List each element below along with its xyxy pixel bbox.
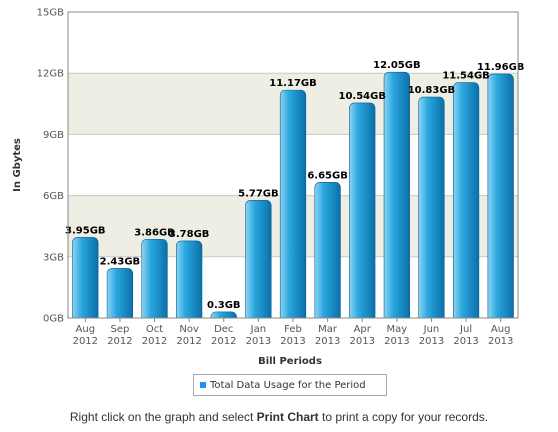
data-label: 12.05GB <box>373 60 420 71</box>
print-chart-link: Print Chart <box>256 410 319 424</box>
x-axis-title: Bill Periods <box>258 356 322 367</box>
bar <box>141 238 168 318</box>
x-tick-label-year: 2013 <box>488 336 513 347</box>
bar <box>452 82 480 318</box>
bar <box>72 237 99 318</box>
x-tick-label-month: Aug <box>491 324 511 335</box>
data-label: 0.3GB <box>207 300 241 311</box>
x-tick-label-year: 2013 <box>280 336 305 347</box>
bar <box>418 96 445 318</box>
x-tick-label-month: Mar <box>318 324 338 335</box>
data-label: 11.17GB <box>269 78 316 89</box>
data-label: 11.54GB <box>442 71 489 82</box>
x-tick-label-month: Oct <box>146 324 163 335</box>
bar <box>210 311 237 318</box>
x-tick-label-month: Feb <box>284 324 302 335</box>
data-label: 11.96GB <box>477 62 524 73</box>
footer-suffix: to print a copy for your records. <box>318 410 489 424</box>
x-tick-label-year: 2013 <box>453 336 478 347</box>
x-tick-label-year: 2012 <box>142 336 167 347</box>
print-instructions: Right click on the graph and select Prin… <box>0 410 558 424</box>
bar <box>487 73 514 318</box>
data-label: 3.78GB <box>169 229 210 240</box>
x-tick-label-year: 2013 <box>246 336 271 347</box>
x-tick-label-month: Dec <box>214 324 233 335</box>
x-tick-label-year: 2013 <box>350 336 375 347</box>
data-label: 10.83GB <box>408 85 455 96</box>
x-tick-label-year: 2013 <box>315 336 340 347</box>
y-tick-label: 0GB <box>43 314 64 325</box>
plot-frame <box>67 11 519 319</box>
y-tick-label: 3GB <box>43 252 64 263</box>
y-tick-label: 12GB <box>37 69 64 80</box>
data-label: 2.43GB <box>100 256 141 267</box>
y-tick-label: 15GB <box>37 8 64 19</box>
chart-legend: Total Data Usage for the Period <box>193 374 387 396</box>
bar <box>106 268 134 318</box>
x-tick-label-month: Jun <box>423 324 440 335</box>
footer-prefix: Right click on the graph and select <box>69 410 257 424</box>
data-label: 5.77GB <box>238 188 279 199</box>
x-tick-label-year: 2013 <box>384 336 409 347</box>
x-tick-label-year: 2012 <box>176 336 201 347</box>
x-tick-label-year: 2012 <box>211 336 236 347</box>
x-tick-label-year: 2013 <box>419 336 444 347</box>
data-label: 10.54GB <box>338 91 385 102</box>
bar <box>349 102 376 318</box>
x-tick-label-year: 2012 <box>73 336 98 347</box>
data-label: 6.65GB <box>307 170 348 181</box>
bar <box>383 71 410 318</box>
x-tick-label-month: Apr <box>354 324 372 335</box>
legend-label: Total Data Usage for the Period <box>210 379 366 391</box>
x-tick-label-month: Sep <box>110 324 129 335</box>
bar <box>245 199 272 318</box>
data-label: 3.95GB <box>65 225 106 236</box>
bar <box>176 240 203 318</box>
legend-marker <box>200 382 206 388</box>
y-axis-title: In Gbytes <box>12 138 23 192</box>
bar <box>314 182 341 318</box>
x-tick-label-month: Jul <box>459 324 472 335</box>
plot-band <box>68 12 518 74</box>
x-tick-label-month: Nov <box>179 324 199 335</box>
x-tick-label-year: 2012 <box>107 336 132 347</box>
x-tick-label-month: Aug <box>76 324 96 335</box>
x-tick-label-month: Jan <box>250 324 266 335</box>
data-label: 3.86GB <box>134 227 175 238</box>
bar <box>279 89 307 318</box>
y-tick-label: 6GB <box>43 191 64 202</box>
y-tick-label: 9GB <box>43 130 64 141</box>
x-tick-label-month: May <box>387 324 408 335</box>
